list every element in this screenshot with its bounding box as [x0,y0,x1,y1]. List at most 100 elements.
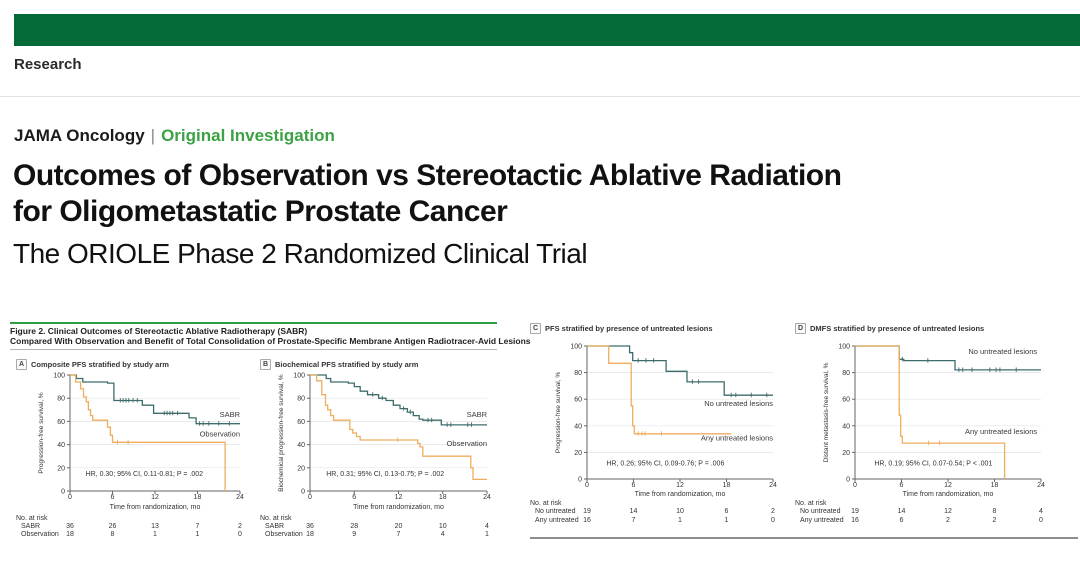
x-tick-label: 24 [769,482,777,489]
hr-annotation: HR, 0.30; 95% CI, 0.11-0.81; P = .002 [86,471,204,478]
y-tick-label: 20 [57,465,65,472]
y-tick-label: 80 [297,396,305,403]
x-tick-label: 6 [632,482,636,489]
x-tick-label: 12 [395,494,403,501]
x-axis-title: Time from randomization, mo [903,491,994,498]
curve-label: No untreated lesions [968,347,1037,356]
y-tick-label: 60 [574,397,582,404]
x-tick-label: 24 [236,494,244,501]
panel-c: C PFS stratified by presence of untreate… [530,322,784,525]
km-svg-C: 0 20 40 60 80 100 0 6 12 18 24 Progression-free sur… [555,344,777,499]
curve-label: Observation [447,439,487,448]
risk-row: SABR 36 26 13 7 2 [16,523,256,531]
x-axis-title: Time from randomization, mo [635,491,726,498]
km-svg-A: 0 20 40 60 80 100 0 6 12 18 24 Progression-free sur… [38,373,244,512]
risk-value: 26 [108,523,117,530]
header-divider-rule [0,96,1080,97]
x-tick-label: 18 [439,494,447,501]
risk-row: Any untreated 16 6 2 2 0 [795,517,1053,526]
risk-value: 16 [851,516,859,524]
no-untreated-lesions-curve [587,345,773,396]
risk-value: 18 [306,530,314,538]
x-tick-label: 0 [308,494,312,501]
y-tick-label: 60 [842,397,850,404]
risk-value: 36 [66,523,74,530]
y-tick-label: 20 [297,465,305,472]
risk-table-d: No. at risk No untreated 19 14 12 8 4 Any untre… [795,500,1053,525]
risk-row: Observation 18 9 7 4 1 [260,531,500,539]
observation-curve [310,374,487,481]
risk-row-label: No untreated [535,508,576,515]
curve-label: No untreated lesions [704,399,773,408]
risk-value: 6 [899,516,904,524]
risk-value: 9 [352,530,357,538]
risk-value: 19 [583,508,591,515]
risk-row: SABR 36 28 20 10 4 [260,523,500,531]
any-untreated-lesions-curve [587,345,732,435]
risk-value: 8 [992,508,997,515]
risk-value: 0 [238,530,242,538]
km-svg-B: 0 20 40 60 80 100 0 6 12 18 24 Biochemical progress… [278,373,491,512]
risk-value: 1 [195,530,200,538]
x-tick-label: 18 [991,482,999,489]
risk-value: 2 [771,508,775,515]
risk-row-label: SABR [265,523,285,530]
x-tick-label: 18 [723,482,731,489]
hr-annotation: HR, 0.26; 95% CI, 0.09-0.76; P = .006 [606,461,724,468]
article-type: Original Investigation [161,126,335,145]
y-axis-title: Progression-free survival, % [555,372,562,453]
km-chart-biochemical-pfs: 0 20 40 60 80 100 0 6 12 18 24 Biochemical progress… [260,371,500,513]
panel-a-title: Composite PFS stratified by study arm [31,359,169,369]
risk-row-label: Any untreated [535,516,579,524]
masthead: JAMA Oncology | Original Investigation [14,126,335,146]
article-title-line1: Outcomes of Observation vs Stereotactic … [13,159,842,192]
risk-row-label: Any untreated [800,516,844,524]
journal-name: JAMA Oncology [14,126,145,145]
risk-value: 10 [676,508,684,515]
risk-value: 2 [992,516,997,524]
risk-row-label: Observation [265,530,303,538]
x-tick-label: 24 [483,494,491,501]
panel-d: D DMFS stratified by presence of untreat… [795,322,1053,525]
risk-value: 13 [151,523,159,530]
x-tick-label: 6 [352,494,356,501]
panel-c-header: C PFS stratified by presence of untreate… [530,322,784,334]
km-chart-composite-pfs: 0 20 40 60 80 100 0 6 12 18 24 Progression-free sur… [16,371,256,513]
panel-a-label: A [16,358,27,370]
x-tick-label: 18 [194,494,202,501]
y-tick-label: 100 [838,344,850,351]
risk-table-a: No. at risk SABR 36 26 13 7 2 Observation 18 8 1 1 0 [16,515,256,538]
risk-value: 1 [485,530,489,538]
masthead-divider: | [150,126,156,145]
y-tick-label: 100 [570,344,582,351]
panel-b-header: B Biochemical PFS stratified by study ar… [260,358,500,370]
risk-value: 4 [485,523,489,530]
risk-heading: No. at risk [795,500,827,507]
y-axis-title: Progression-free survival, % [38,392,45,473]
panel-d-label: D [795,322,806,334]
y-tick-label: 20 [842,450,850,457]
y-axis-title: Biochemical progression-free survival, % [278,374,285,492]
risk-heading: No. at risk [260,515,292,522]
article-title-line2: for Oligometastatic Prostate Cancer [13,195,508,228]
risk-row-label: SABR [21,523,41,530]
risk-value: 16 [583,516,591,524]
y-tick-label: 0 [301,489,305,496]
risk-row: Observation 18 8 1 1 0 [16,531,256,539]
curve-label: Any untreated lesions [965,427,1037,436]
risk-row: No untreated 19 14 12 8 4 [795,508,1053,517]
panel-b-label: B [260,358,271,370]
journal-brand-bar [14,14,1080,46]
x-tick-label: 12 [151,494,159,501]
observation-curve [70,374,226,491]
risk-heading: No. at risk [530,500,562,507]
y-axis-title: Distant metastasis-free survival, % [823,362,830,462]
risk-value: 7 [396,530,401,538]
risk-row: No untreated 19 14 10 6 2 [530,508,784,517]
hr-annotation: HR, 0.19; 95% CI, 0.07-0.54; P < .001 [874,461,992,468]
figure-caption: Figure 2. Clinical Outcomes of Stereotac… [10,326,531,346]
risk-value: 6 [724,508,729,515]
x-tick-label: 6 [111,494,115,501]
risk-value: 7 [631,516,636,524]
